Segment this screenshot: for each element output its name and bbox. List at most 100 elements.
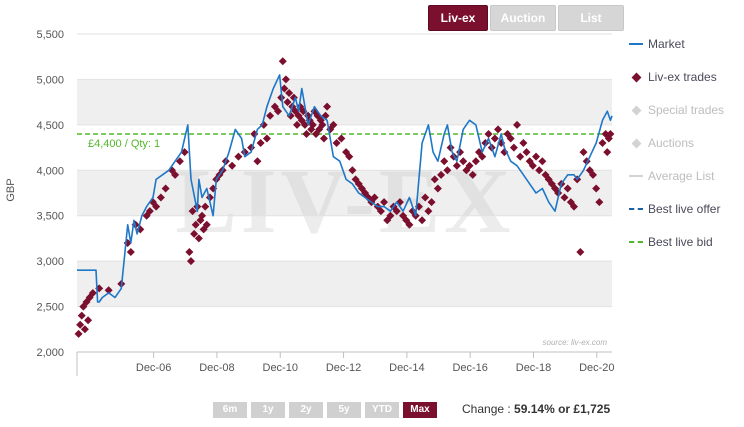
legend-item-special-trades[interactable]: Special trades (628, 102, 724, 118)
range-max-button[interactable]: Max (403, 402, 437, 418)
trade-point (421, 193, 430, 202)
trade-point (281, 75, 290, 84)
trade-point (88, 288, 97, 297)
legend-label: Special trades (648, 103, 725, 117)
trade-point (80, 325, 89, 334)
trade-point (191, 220, 200, 229)
trade-point (300, 120, 309, 129)
trade-point (538, 157, 547, 166)
trade-point (76, 320, 85, 329)
trade-point (595, 198, 604, 207)
trade-point (234, 152, 243, 161)
trade-point (256, 139, 265, 148)
data-source-tabs: Liv-ex Auction List (428, 5, 624, 31)
trade-point (528, 161, 537, 170)
trade-point (535, 166, 544, 175)
trade-point (228, 161, 237, 170)
range-2y-button[interactable]: 2y (289, 402, 323, 418)
trade-point (430, 175, 439, 184)
x-tick-label: Dec-06 (136, 362, 171, 374)
x-tick-label: Dec-18 (516, 362, 551, 374)
trade-point (266, 111, 275, 120)
x-tick-label: Dec-12 (326, 362, 361, 374)
plot-band (77, 215, 612, 262)
trade-point (471, 157, 480, 166)
legend-item-liv-ex-trades[interactable]: Liv-ex trades (628, 69, 717, 85)
trade-point (437, 170, 446, 179)
trade-point (405, 220, 414, 229)
line-icon (628, 175, 644, 177)
trade-point (345, 152, 354, 161)
trade-point (293, 120, 302, 129)
x-tick-label: Dec-14 (389, 362, 424, 374)
trade-point (563, 184, 572, 193)
diamond-icon (628, 138, 644, 148)
plot-band (77, 306, 612, 352)
y-tick-label: 5,000 (36, 74, 64, 86)
trade-point (262, 134, 271, 143)
range-ytd-button[interactable]: YTD (365, 402, 399, 418)
trade-point (329, 120, 338, 129)
plot-band (77, 124, 612, 171)
legend-item-average-list[interactable]: Average List (628, 168, 715, 184)
trade-point (532, 152, 541, 161)
trade-point (433, 184, 442, 193)
plot-band (77, 170, 612, 216)
trade-point (286, 111, 295, 120)
trade-point (332, 139, 341, 148)
best-live-bid-label: £4,400 / Qty: 1 (88, 138, 160, 150)
trade-point (319, 134, 328, 143)
y-tick-label: 2,500 (36, 302, 64, 314)
legend-item-best-live-bid[interactable]: Best live bid (628, 234, 713, 250)
trade-point (443, 166, 452, 175)
legend-label: Best live offer (648, 202, 721, 216)
tab-livex[interactable]: Liv-ex (428, 5, 488, 31)
market-series (77, 74, 613, 303)
legend-item-auctions[interactable]: Auctions (628, 135, 694, 151)
plot-band (77, 34, 612, 80)
y-axis-title: GBP (5, 178, 17, 201)
trade-point (570, 202, 579, 211)
change-value: 59.14% or £1,725 (514, 402, 611, 416)
trade-point (186, 257, 195, 266)
range-6m-button[interactable]: 6m (213, 402, 247, 418)
trade-point (308, 120, 317, 129)
trade-point (202, 220, 211, 229)
legend-item-market[interactable]: Market (628, 36, 685, 52)
y-tick-label: 3,000 (36, 256, 64, 268)
market-line (77, 74, 613, 303)
trade-point (516, 152, 525, 161)
range-1y-button[interactable]: 1y (251, 402, 285, 418)
y-tick-label: 5,500 (36, 29, 64, 41)
trade-point (84, 316, 93, 325)
legend-label: Auctions (648, 136, 695, 150)
trade-point (126, 248, 135, 257)
trade-point (418, 216, 427, 225)
trade-point (513, 120, 522, 129)
tab-auction[interactable]: Auction (490, 5, 556, 31)
change-summary: Change : 59.14% or £1,725 (462, 402, 610, 416)
trade-point (190, 229, 199, 238)
tab-list[interactable]: List (558, 5, 624, 31)
y-axis: 2,000 2,500 3,000 3,500 4,000 4,500 5,000 5,500 (36, 29, 64, 359)
y-tick-label: 4,000 (36, 165, 64, 177)
trade-point (478, 152, 487, 161)
legend-item-best-live-offer[interactable]: Best live offer (628, 201, 720, 217)
legend-label: Best live bid (648, 235, 713, 249)
range-5y-button[interactable]: 5y (327, 402, 361, 418)
x-tick-label: Dec-08 (199, 362, 234, 374)
trade-point (579, 148, 588, 157)
trade-point (323, 102, 332, 111)
trade-point (459, 157, 468, 166)
trade-point (560, 193, 569, 202)
trade-point (589, 170, 598, 179)
trade-point (484, 129, 493, 138)
trade-point (424, 207, 433, 216)
watermark: LIV-EX (175, 150, 514, 252)
trade-point (145, 207, 154, 216)
legend-label: Average List (648, 169, 715, 183)
y-tick-label: 3,500 (36, 211, 64, 223)
x-tick-label: Dec-10 (263, 362, 298, 374)
trade-point (452, 161, 461, 170)
